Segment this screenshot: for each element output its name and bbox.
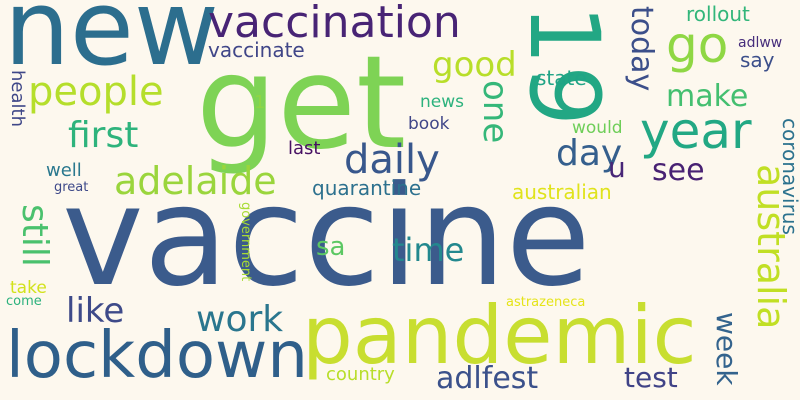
word-time: time — [392, 231, 465, 269]
word-vaccinate: vaccinate — [208, 38, 305, 62]
word-go: go — [666, 16, 729, 74]
word-country: country — [326, 364, 395, 385]
word-well: well — [46, 160, 82, 181]
word-work: work — [196, 299, 284, 340]
word-last: last — [288, 138, 321, 159]
word-day: day — [556, 133, 623, 174]
word-week: week — [710, 312, 743, 386]
word-today: today — [624, 6, 659, 92]
word-pandemic: pandemic — [302, 289, 697, 382]
word-vaccine: vaccine — [62, 156, 591, 317]
word-get: get — [196, 29, 407, 178]
word-health: health — [7, 70, 28, 127]
word-great: great — [54, 180, 89, 195]
word-1: 1 — [254, 92, 266, 113]
word-adlww: adlww — [738, 35, 783, 51]
word-one: one — [475, 80, 515, 144]
word-adelaide: adelaide — [114, 159, 277, 203]
word-coronavirus: coronavirus — [778, 118, 800, 235]
word-say: say — [740, 48, 775, 72]
word-good: good — [432, 45, 517, 85]
word-u: u — [608, 151, 626, 184]
word-news: news — [420, 92, 464, 112]
word-would: would — [572, 118, 623, 138]
word-year: year — [640, 102, 752, 160]
word-see: see — [652, 153, 705, 188]
word-state: state — [536, 66, 587, 90]
word-adlfest: adlfest — [436, 361, 539, 396]
word-sa: sa — [316, 232, 346, 262]
word-people: people — [28, 69, 164, 115]
word-book: book — [408, 114, 450, 134]
word-quarantine: quarantine — [312, 176, 422, 200]
word-still: still — [14, 204, 55, 267]
word-first: first — [68, 115, 139, 156]
word-like: like — [66, 291, 125, 331]
word-vaccination: vaccination — [208, 0, 461, 48]
word-rollout: rollout — [686, 2, 750, 26]
word-come: come — [6, 294, 42, 309]
word-australian: australian — [512, 180, 612, 204]
word-government: government — [238, 202, 253, 282]
word-take: take — [10, 278, 47, 298]
word-lockdown: lockdown — [6, 319, 308, 393]
word-daily: daily — [344, 137, 440, 183]
word-astrazeneca: astrazeneca — [506, 295, 586, 310]
word-make: make — [666, 79, 749, 114]
word-new: new — [4, 0, 219, 89]
word-test: test — [624, 361, 678, 394]
